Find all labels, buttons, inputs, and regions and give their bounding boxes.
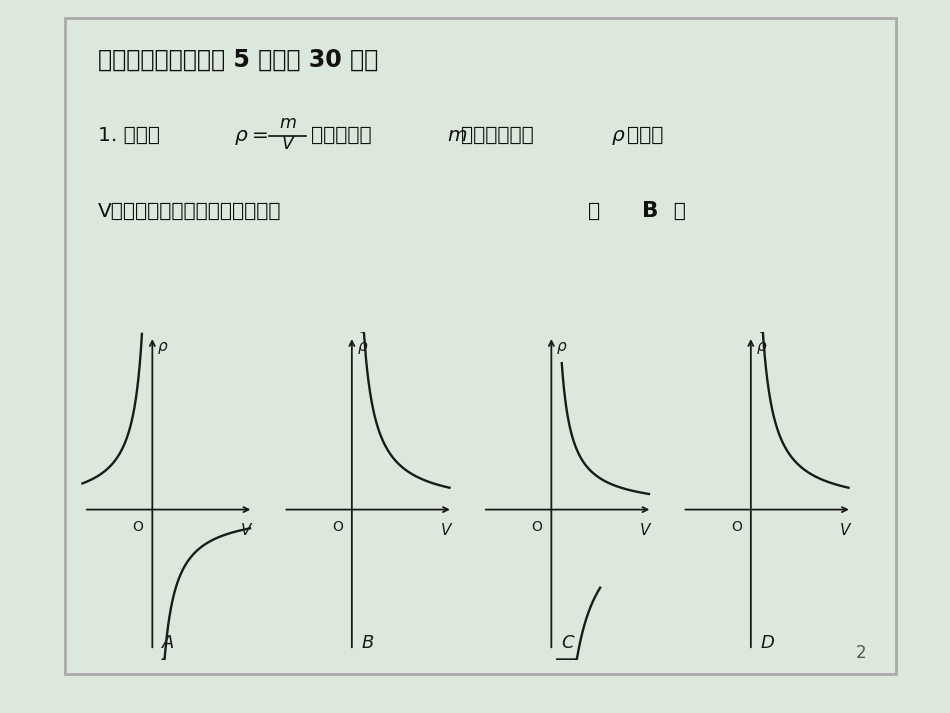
Text: O: O <box>332 520 343 534</box>
Text: V: V <box>441 523 451 538</box>
Text: V: V <box>640 523 651 538</box>
Text: ρ: ρ <box>358 339 368 354</box>
Text: B: B <box>642 202 658 222</box>
Text: V: V <box>840 523 850 538</box>
Text: 中，当质量: 中，当质量 <box>312 126 372 145</box>
Text: 与体积: 与体积 <box>627 126 664 145</box>
Text: 2: 2 <box>856 644 866 662</box>
Text: V: V <box>241 523 252 538</box>
Text: O: O <box>731 520 742 534</box>
Text: m: m <box>447 126 466 145</box>
Text: ρ: ρ <box>757 339 767 354</box>
Text: 一定时，密度: 一定时，密度 <box>461 126 534 145</box>
Text: =: = <box>252 126 269 145</box>
Text: ρ: ρ <box>235 126 248 145</box>
Text: B: B <box>362 635 374 652</box>
Text: m: m <box>279 114 295 132</box>
Text: ρ: ρ <box>159 339 168 354</box>
Text: 1. 在公式: 1. 在公式 <box>98 126 160 145</box>
Text: ρ: ρ <box>612 126 624 145</box>
Text: ρ: ρ <box>558 339 567 354</box>
Text: 一、选择题（每小题 5 分，共 30 分）: 一、选择题（每小题 5 分，共 30 分） <box>98 47 378 71</box>
Text: （: （ <box>588 202 613 220</box>
Text: C: C <box>561 635 574 652</box>
Text: ）: ） <box>660 202 686 220</box>
Text: O: O <box>132 520 143 534</box>
Text: V: V <box>281 135 294 153</box>
Text: O: O <box>531 520 542 534</box>
Text: V之间的函数关系可用图象表示为: V之间的函数关系可用图象表示为 <box>98 202 281 220</box>
Text: D: D <box>760 635 774 652</box>
Text: A: A <box>162 635 175 652</box>
